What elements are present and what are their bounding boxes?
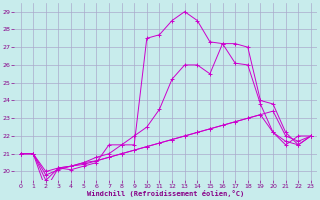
X-axis label: Windchill (Refroidissement éolien,°C): Windchill (Refroidissement éolien,°C) — [87, 190, 244, 197]
